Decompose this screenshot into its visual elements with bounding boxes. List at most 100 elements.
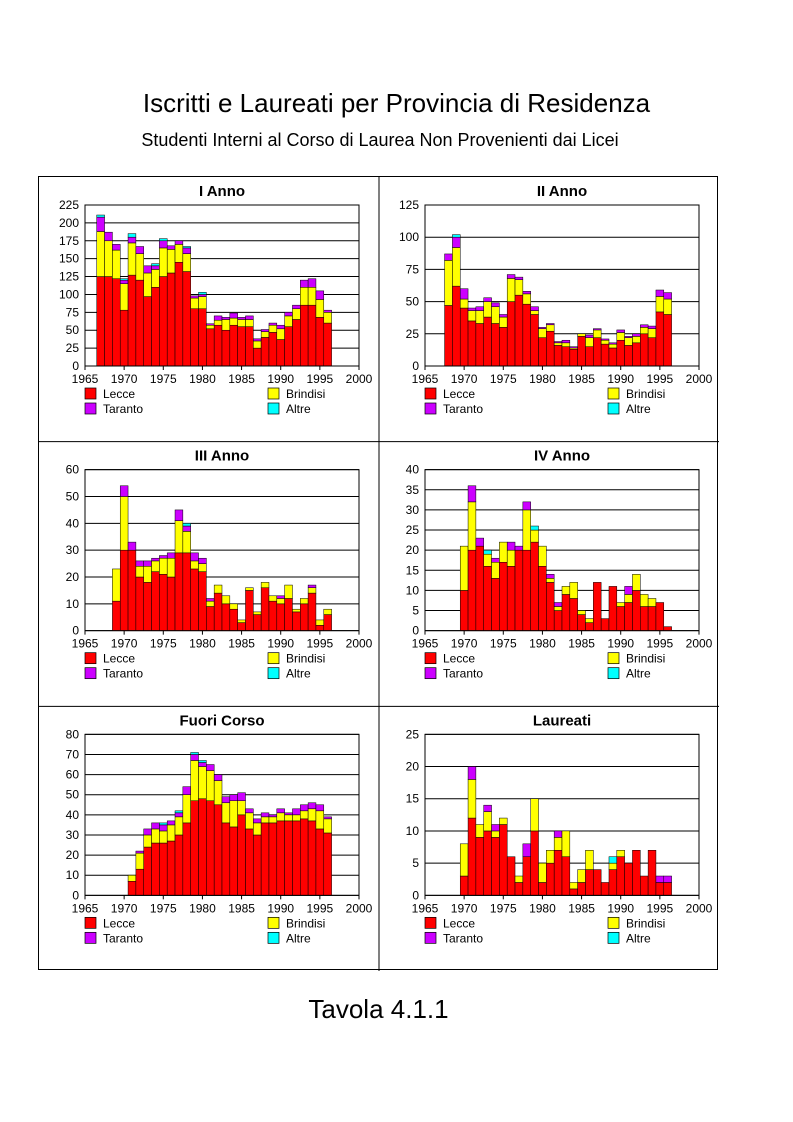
bar-taranto xyxy=(127,236,137,244)
bar-brindisi xyxy=(467,501,477,551)
bar-taranto xyxy=(213,774,223,781)
bar-lecce xyxy=(143,296,152,367)
x-tick-label: 1975 xyxy=(490,901,517,915)
bar-lecce xyxy=(182,822,191,896)
bar-lecce xyxy=(292,319,301,367)
bar-lecce xyxy=(616,606,625,631)
bar-taranto xyxy=(135,850,144,854)
bar-lecce xyxy=(300,818,309,896)
bar-lecce xyxy=(276,339,285,367)
bar-taranto xyxy=(553,602,563,607)
chart-legend: Lecce Brindisi Taranto Altre xyxy=(424,652,665,681)
bar-lecce xyxy=(632,342,641,367)
chart-title: Laureati xyxy=(533,712,591,729)
bar-taranto xyxy=(143,265,152,274)
y-tick-label: 50 xyxy=(406,295,420,309)
bar-brindisi xyxy=(459,843,469,877)
bar-lecce xyxy=(475,323,484,367)
bar-lecce xyxy=(640,875,649,896)
bar-brindisi xyxy=(166,249,176,274)
bar-taranto xyxy=(166,820,176,826)
bar-lecce xyxy=(561,346,571,367)
bar-lecce xyxy=(127,881,137,896)
legend-label: Taranto xyxy=(103,402,143,416)
bar-lecce xyxy=(546,330,555,367)
bar-brindisi xyxy=(506,549,516,567)
y-tick-label: 25 xyxy=(406,523,420,537)
x-tick-label: 1985 xyxy=(568,372,595,386)
y-tick-label: 5 xyxy=(412,604,419,618)
y-tick-label: 150 xyxy=(59,252,79,266)
bar-lecce xyxy=(166,272,176,367)
y-tick-label: 20 xyxy=(406,760,420,774)
bar-lecce xyxy=(475,545,484,631)
x-tick-label: 2000 xyxy=(686,372,713,386)
bar-taranto xyxy=(253,338,262,342)
bar-taranto xyxy=(229,794,238,802)
bar-brindisi xyxy=(546,578,555,583)
bar-lecce xyxy=(221,603,231,631)
bar-brindisi xyxy=(198,563,207,572)
bar-taranto xyxy=(268,322,278,326)
bar-brindisi xyxy=(530,310,539,315)
legend-label: Brindisi xyxy=(286,387,325,401)
bar-lecce xyxy=(300,603,309,631)
bar-lecce xyxy=(245,326,254,367)
bar-altre xyxy=(452,234,461,238)
bar-taranto xyxy=(475,306,484,311)
bar-brindisi xyxy=(143,834,152,848)
bar-taranto xyxy=(206,323,215,326)
bar-brindisi xyxy=(268,324,278,333)
y-tick-label: 50 xyxy=(66,788,80,802)
x-tick-label: 1980 xyxy=(189,637,216,651)
y-tick-label: 40 xyxy=(66,516,80,530)
bar-taranto xyxy=(632,333,641,337)
x-tick-label: 1990 xyxy=(607,637,634,651)
bar-lecce xyxy=(307,304,317,367)
legend-label: Brindisi xyxy=(626,387,665,401)
bar-taranto xyxy=(553,830,563,838)
y-tick-label: 40 xyxy=(66,808,80,822)
bar-brindisi xyxy=(253,340,262,349)
bar-lecce xyxy=(655,311,665,367)
legend-swatch-taranto xyxy=(84,931,97,944)
bar-taranto xyxy=(300,804,309,812)
chart-title: IV Anno xyxy=(534,448,590,465)
bar-lecce xyxy=(174,261,184,367)
bar-lecce xyxy=(112,278,121,367)
bar-taranto xyxy=(655,289,665,297)
bar-brindisi xyxy=(475,824,484,838)
bar-lecce xyxy=(585,622,594,631)
bar-brindisi xyxy=(546,324,555,332)
bar-brindisi xyxy=(206,600,215,607)
bar-brindisi xyxy=(452,247,461,287)
bar-lecce xyxy=(135,868,144,896)
y-tick-label: 30 xyxy=(66,543,80,557)
bar-altre xyxy=(127,233,137,238)
y-tick-label: 10 xyxy=(406,824,420,838)
chart-title: III Anno xyxy=(195,448,249,465)
y-tick-label: 20 xyxy=(406,543,420,557)
bar-lecce xyxy=(206,800,215,896)
bar-taranto xyxy=(624,336,633,338)
x-tick-label: 1985 xyxy=(568,637,595,651)
y-tick-label: 0 xyxy=(72,359,79,373)
y-tick-label: 125 xyxy=(59,270,79,284)
legend-swatch-lecce xyxy=(424,916,437,929)
bar-taranto xyxy=(127,541,137,551)
bar-taranto xyxy=(159,240,168,249)
bar-taranto xyxy=(229,312,238,319)
bar-lecce xyxy=(585,869,594,896)
bar-lecce xyxy=(206,328,215,367)
bar-lecce xyxy=(506,856,516,896)
bar-taranto xyxy=(174,240,184,245)
bar-lecce xyxy=(569,888,578,896)
bar-brindisi xyxy=(166,557,176,578)
bar-lecce xyxy=(538,337,547,367)
bar-brindisi xyxy=(182,531,191,554)
bar-lecce xyxy=(323,614,332,631)
bar-taranto xyxy=(663,292,672,300)
y-tick-label: 50 xyxy=(66,490,80,504)
x-tick-label: 2000 xyxy=(346,637,373,651)
bar-lecce xyxy=(459,875,469,896)
